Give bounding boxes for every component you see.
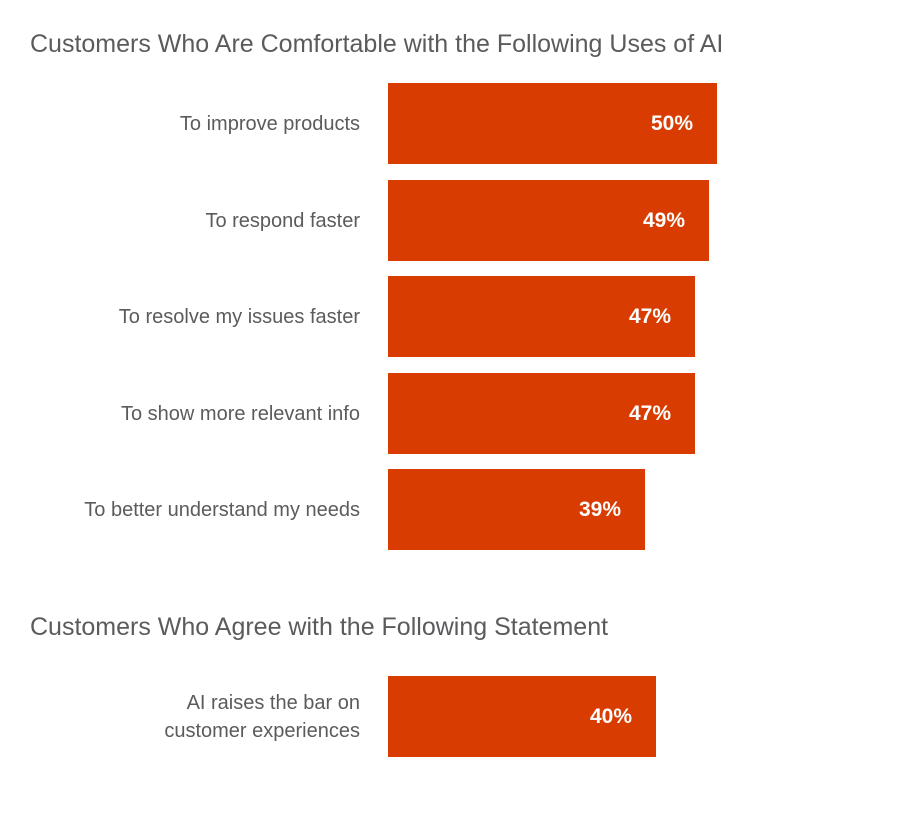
bar-label: AI raises the bar on customer experience… — [164, 691, 360, 742]
chart-title-comfortable-uses: Customers Who Are Comfortable with the F… — [30, 30, 724, 58]
bar-value: 50% — [650, 111, 693, 135]
bar-label: To better understand my needs — [84, 498, 360, 521]
bar-value: 40% — [589, 704, 632, 728]
bar: 50% — [388, 83, 717, 164]
bar: 49% — [388, 180, 709, 261]
bar-row: To better understand my needs 39% — [0, 469, 903, 550]
bar: 39% — [388, 469, 645, 550]
bar-row: To respond faster 49% — [0, 180, 903, 261]
bar-value: 39% — [578, 497, 621, 521]
bar-row: To improve products 50% — [0, 83, 903, 164]
bar-row: To resolve my issues faster 47% — [0, 276, 903, 357]
bar-label: To respond faster — [205, 209, 360, 232]
bar-label: To show more relevant info — [120, 402, 360, 425]
chart-title-agree-statement: Customers Who Agree with the Following S… — [30, 613, 609, 641]
bar-value: 49% — [642, 208, 685, 232]
bar-row: AI raises the bar on customer experience… — [0, 676, 903, 757]
bar: 47% — [388, 373, 695, 454]
bar: 40% — [388, 676, 656, 757]
bar: 47% — [388, 276, 695, 357]
bar-label: To improve products — [179, 112, 360, 135]
bar-value: 47% — [628, 304, 671, 328]
bar-value: 47% — [628, 401, 671, 425]
bar-row: To show more relevant info 47% — [0, 373, 903, 454]
bar-label: To resolve my issues faster — [118, 305, 360, 328]
